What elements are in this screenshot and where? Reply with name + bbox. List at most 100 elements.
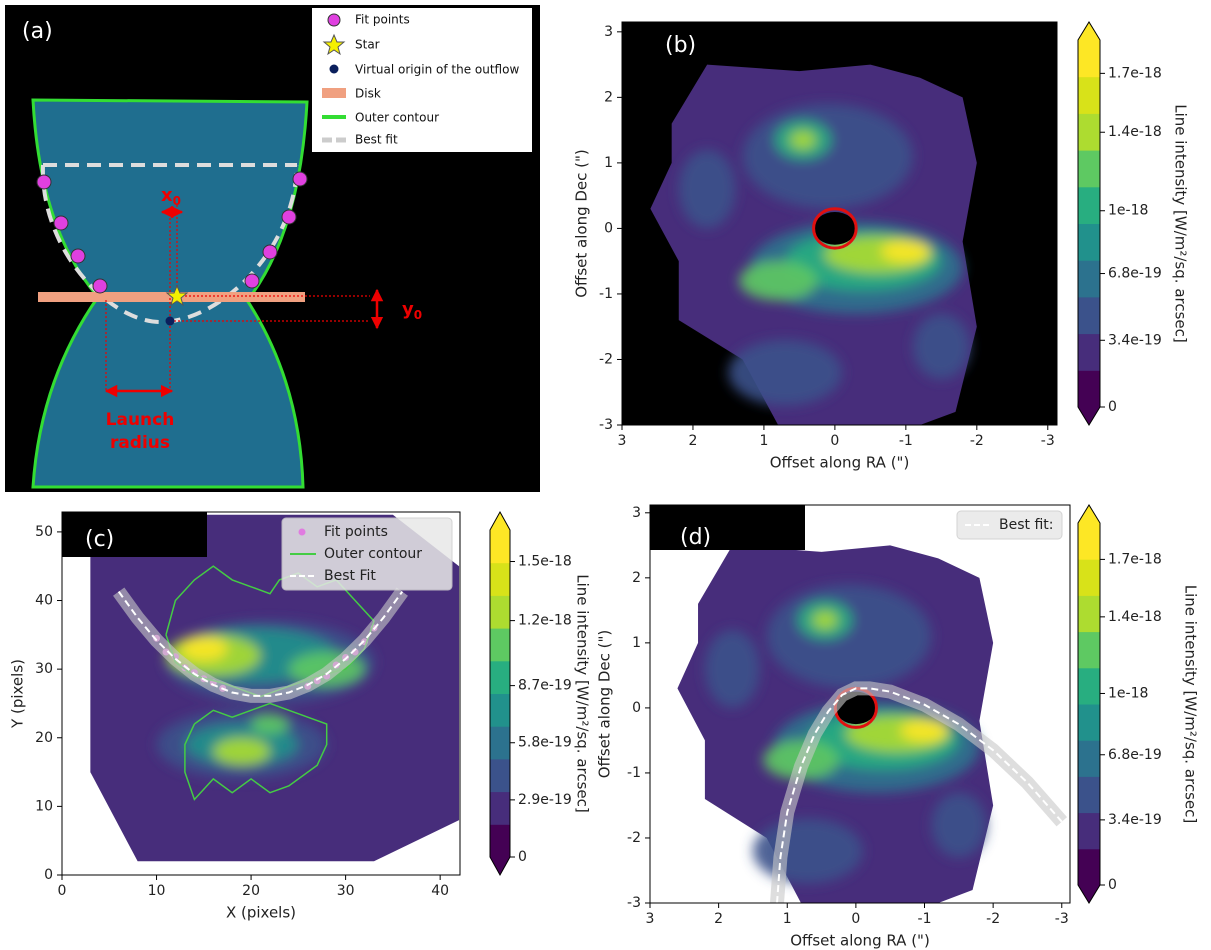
- x0-label: x0: [161, 185, 181, 208]
- emission-blob: [812, 611, 838, 630]
- plot-frame: [61, 511, 461, 876]
- colorbar-step: [490, 758, 510, 793]
- y-tick-label: 0: [632, 700, 641, 716]
- legend-marker: [322, 33, 346, 56]
- colorbar-tick-label: 0: [1108, 877, 1117, 893]
- x-tick-label: -3: [1055, 911, 1069, 927]
- symbol: x: [161, 185, 173, 206]
- central-mask: [813, 212, 857, 245]
- legend-label: Best fit: [355, 133, 398, 147]
- launch-radius-label: Launch: [106, 410, 175, 430]
- y-tick-label: 30: [35, 661, 53, 677]
- colorbar-tick-label: 1.5e-18: [518, 554, 572, 570]
- colorbar-tick-label: 1.4e-18: [1108, 609, 1162, 625]
- legend-box: [281, 517, 453, 591]
- colorbar-step: [1078, 523, 1100, 560]
- colorbar-label: Line intensity [W/m²/sq. arcsec]: [1172, 104, 1190, 343]
- colorbar-step: [490, 791, 510, 825]
- colorbar-step: [490, 530, 510, 564]
- x-tick-label: 20: [242, 883, 260, 899]
- colorbar-tick-label: 1.7e-18: [1108, 551, 1162, 567]
- y-tick-label: 50: [35, 524, 53, 540]
- emission-blob: [251, 713, 289, 735]
- panel: (b) 3 2 1 0 -1 -2 -3 -3 -2 -1 0 1 2 3 Offset along RA (…: [573, 21, 1190, 472]
- subscript: 0: [414, 308, 422, 322]
- y-tick-label: -3: [599, 417, 613, 433]
- emission-blob: [739, 261, 818, 301]
- colorbar-tick-label: 3.4e-19: [1108, 812, 1162, 828]
- virtual-origin: [165, 316, 175, 326]
- colorbar-tick-label: 3.4e-19: [1108, 332, 1162, 348]
- emission-blob: [704, 629, 760, 708]
- colorbar-tick-label: 6.8e-19: [1108, 266, 1162, 282]
- legend-label: Outer contour: [355, 111, 439, 125]
- intensity-map: [677, 545, 1068, 903]
- y-axis-label: Offset along Dec ("): [573, 149, 591, 298]
- emission-blob: [931, 792, 987, 858]
- x-tick-label: 0: [830, 433, 839, 449]
- colorbar-tick-label: 1.4e-18: [1108, 124, 1162, 140]
- colorbar-extend: [1078, 407, 1100, 425]
- x-tick-label: -1: [899, 433, 913, 449]
- y-tick-label: -1: [599, 286, 613, 302]
- emission-blob: [752, 818, 863, 884]
- colorbar-step: [1078, 150, 1100, 188]
- x-tick-label: 2: [714, 911, 723, 927]
- plot-frame: [621, 21, 1058, 426]
- y-tick-label: -2: [627, 830, 641, 846]
- colorbar-step: [1078, 559, 1100, 596]
- y-tick-label: -2: [599, 351, 613, 367]
- colorbar-step: [1078, 333, 1100, 371]
- x-tick-label: 0: [58, 883, 67, 899]
- panel: (c) 0 10 20 30 40 0 10 20 30 40 50 X (pixels) Y (pixe…: [9, 510, 592, 922]
- panel: (d) 3 2 1 0 -1 -2 -3 -3 -2 -1 0 1 2 3 Offset along RA (…: [596, 504, 1200, 950]
- legend-label: Fit points: [355, 13, 410, 27]
- guide-lines: [105, 205, 370, 392]
- y-tick-label: 40: [35, 593, 53, 609]
- emission-blob: [881, 240, 931, 263]
- emission-blob: [790, 130, 816, 150]
- legend-label: Outer contour: [324, 546, 422, 562]
- colorbar-tick-label: 5.8e-19: [518, 735, 572, 751]
- colorbar-step: [1078, 848, 1100, 886]
- emission-blob: [912, 313, 970, 380]
- x-tick-label: 1: [783, 911, 792, 927]
- colorbar-extend: [490, 857, 510, 875]
- colorbar-tick-label: 1e-18: [1108, 203, 1148, 219]
- y0-label: y0: [402, 299, 422, 322]
- y-tick-label: 1: [604, 155, 613, 171]
- y-tick-label: 20: [35, 730, 53, 746]
- colorbar-step: [1078, 260, 1100, 298]
- colorbar-tick-label: 1.2e-18: [518, 613, 572, 629]
- panel-label: (c): [85, 527, 114, 552]
- colorbar-step: [1078, 113, 1100, 151]
- x-tick-label: 40: [431, 883, 449, 899]
- x-tick-label: 30: [337, 883, 355, 899]
- x-tick-label: 2: [689, 433, 698, 449]
- legend-marker: [322, 88, 346, 98]
- colorbar-step: [1078, 812, 1100, 850]
- best-fit-curve: [40, 163, 299, 325]
- emission-blob: [742, 103, 913, 209]
- colorbar-step: [1078, 631, 1100, 669]
- colorbar-step: [490, 824, 510, 858]
- x-tick-label: 10: [148, 883, 166, 899]
- x-tick-label: 0: [851, 911, 860, 927]
- colorbar-step: [1078, 186, 1100, 224]
- emission: [678, 103, 970, 406]
- colorbar-step: [1078, 776, 1100, 814]
- legend-marker: [329, 64, 339, 74]
- panel-label: (a): [22, 19, 53, 44]
- arrows: [104, 205, 384, 398]
- colorbar-label: Line intensity [W/m²/sq. arcsec]: [574, 574, 592, 813]
- plot-frame: [649, 504, 1071, 904]
- colorbar-step: [1078, 40, 1100, 78]
- x-tick-label: 3: [618, 433, 627, 449]
- legend-label: Star: [355, 38, 380, 52]
- colorbar-tick-label: 2.9e-19: [518, 792, 572, 808]
- colorbar-extend: [490, 512, 510, 530]
- colorbar-tick-label: 8.7e-19: [518, 678, 572, 694]
- colorbar-tick-label: 1e-18: [1108, 685, 1148, 701]
- emission-blob: [678, 149, 736, 229]
